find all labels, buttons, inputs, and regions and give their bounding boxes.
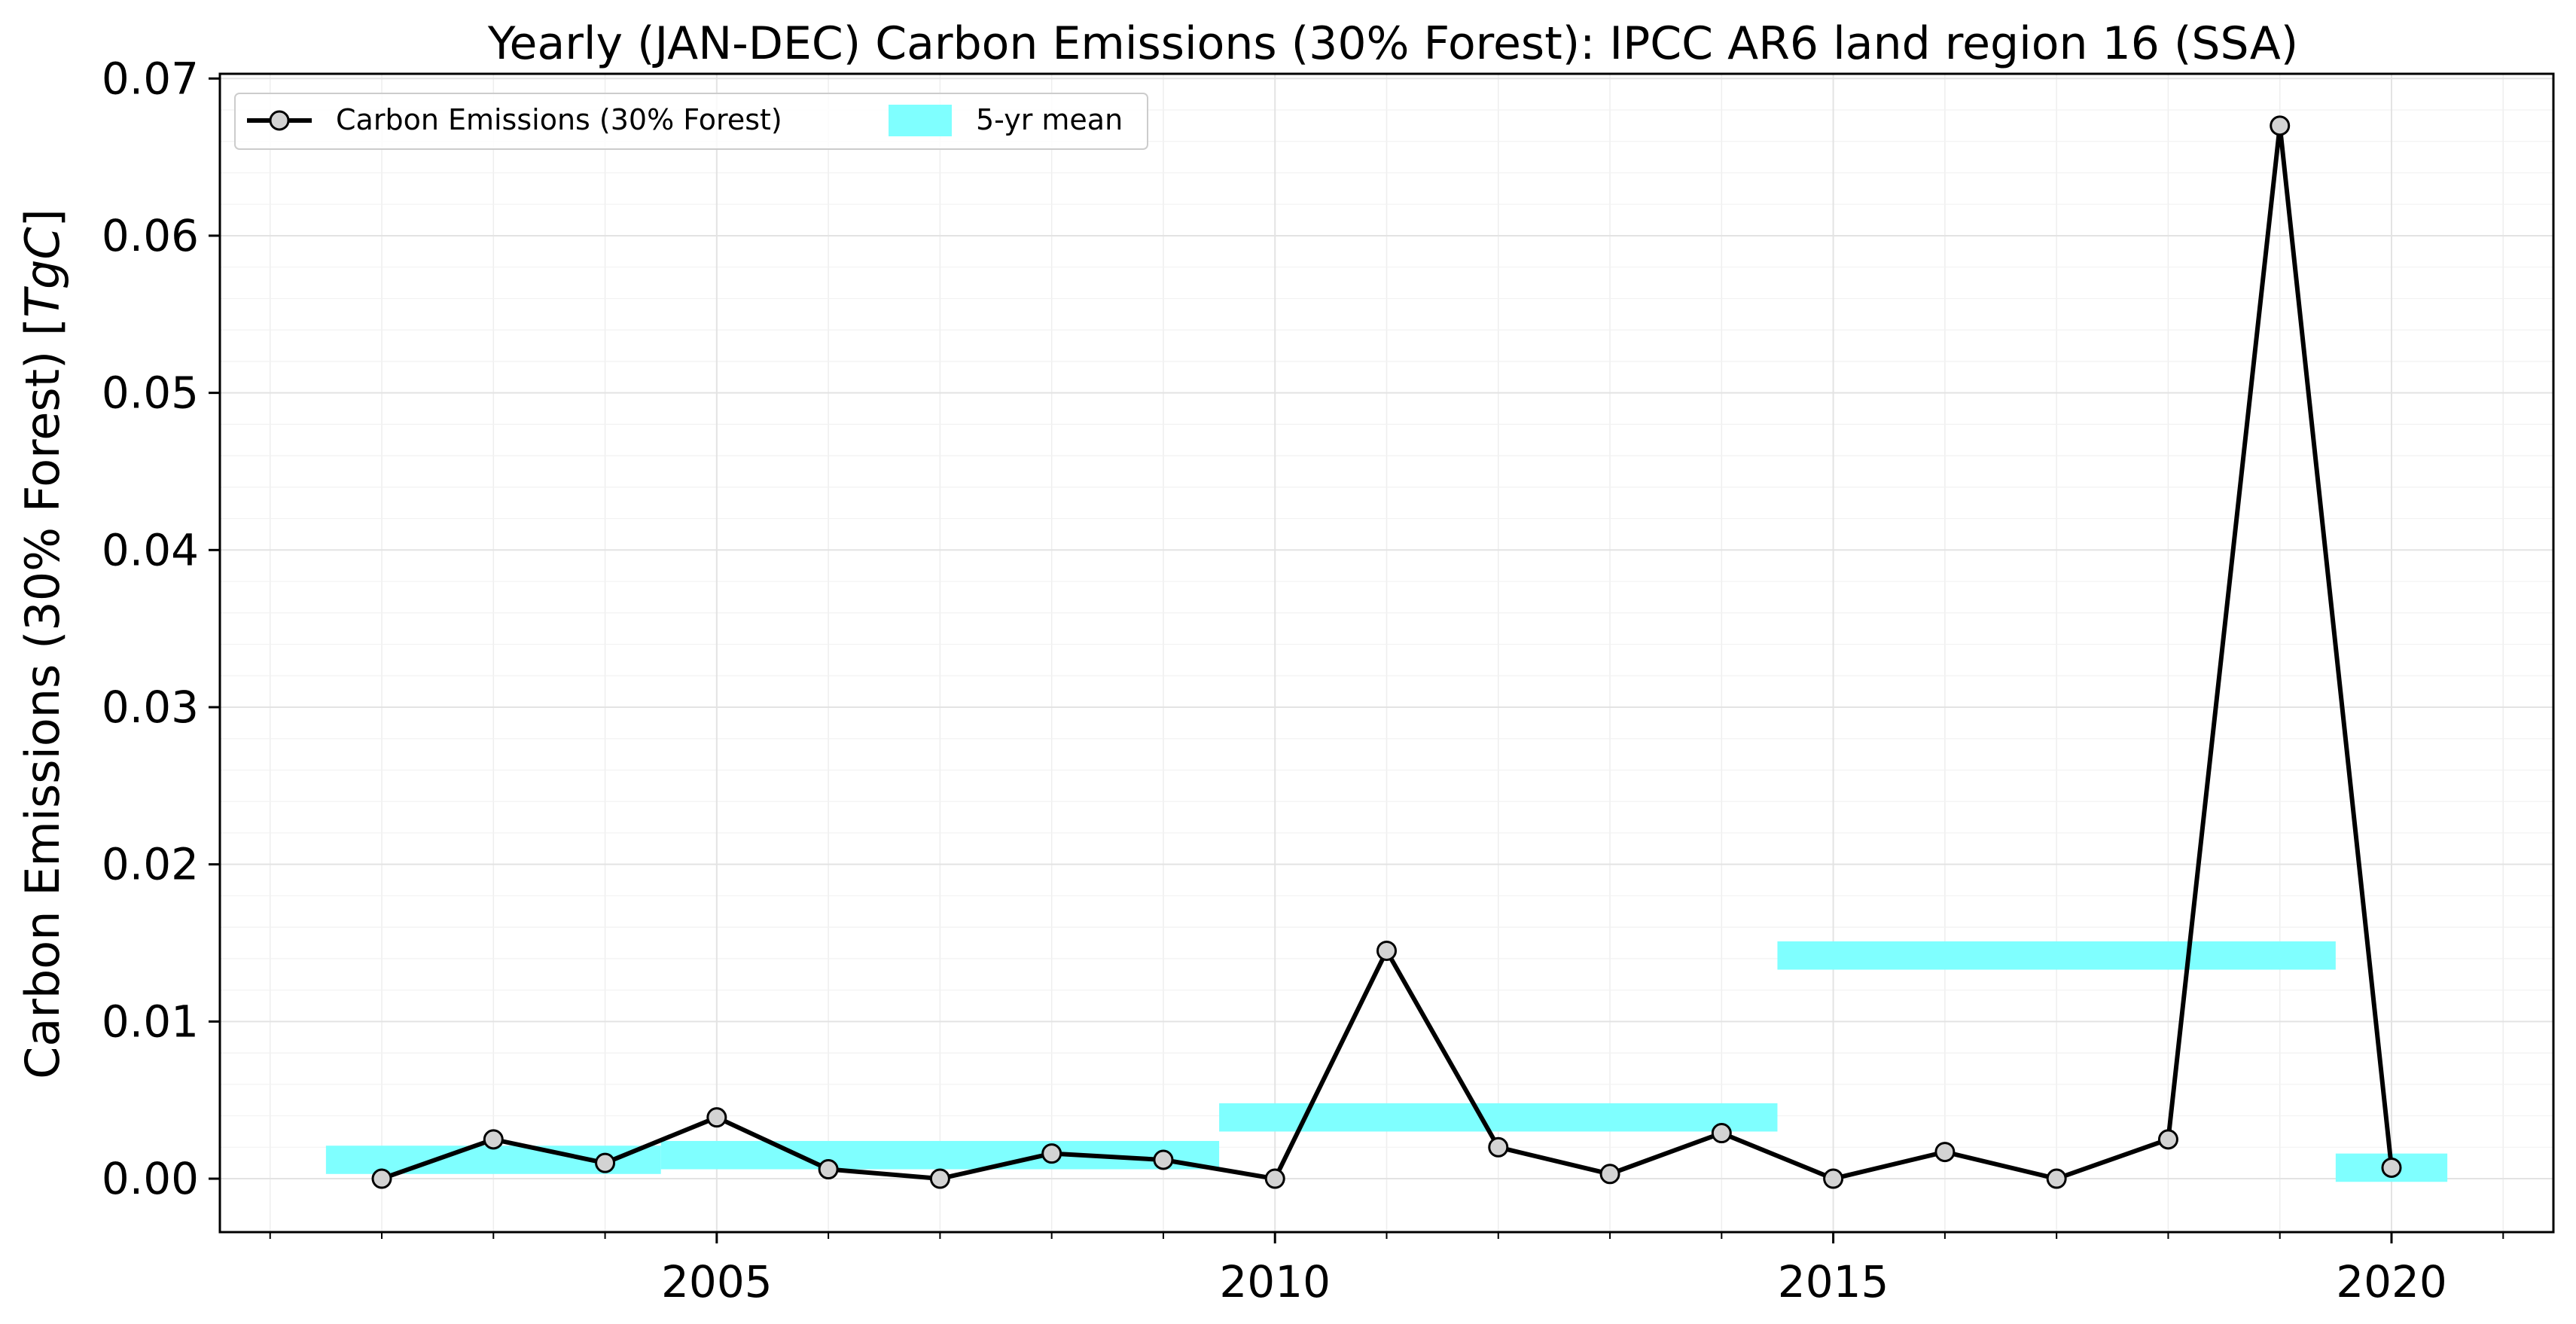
- emissions-point: [1264, 1168, 1285, 1189]
- chart-title: Yearly (JAN-DEC) Carbon Emissions (30% F…: [487, 17, 2298, 70]
- grid: [220, 74, 2553, 1232]
- emissions-point: [1599, 1164, 1620, 1185]
- emissions-point: [2270, 115, 2291, 136]
- emissions-point: [2046, 1168, 2067, 1189]
- y-tick-label: 0.04: [102, 524, 199, 575]
- legend-label-emissions: Carbon Emissions (30% Forest): [336, 103, 782, 136]
- emissions-point: [2157, 1129, 2178, 1150]
- five-year-mean-band: [1219, 1103, 1778, 1132]
- legend-band-swatch: [889, 105, 952, 136]
- emissions-series: [371, 115, 2402, 1189]
- emissions-point: [1488, 1136, 1509, 1158]
- emissions-point: [1153, 1149, 1174, 1170]
- y-tick-label: 0.02: [102, 839, 199, 890]
- emissions-point: [483, 1129, 504, 1150]
- y-axis-label-close: ]: [15, 209, 70, 227]
- y-tick-label: 0.07: [102, 53, 199, 104]
- y-tick-label: 0.03: [102, 682, 199, 733]
- emissions-point: [1711, 1123, 1732, 1144]
- y-tick-label: 0.00: [102, 1153, 199, 1204]
- emissions-point: [929, 1168, 950, 1189]
- emissions-point: [595, 1152, 616, 1173]
- x-tick-label: 2020: [2336, 1256, 2447, 1307]
- y-tick-label: 0.01: [102, 996, 199, 1047]
- y-tick-label: 0.06: [102, 210, 199, 261]
- five-year-mean-band: [660, 1140, 1220, 1170]
- legend-marker-swatch: [269, 110, 290, 131]
- emissions-point: [706, 1107, 727, 1128]
- axis-ticks: 0.00 0.01 0.02 0.03 0.04 0.05 0.06 0.07 2005 2010…: [102, 53, 2504, 1307]
- emissions-point: [1376, 940, 1397, 961]
- y-axis-label-unit: TgC: [15, 227, 70, 318]
- y-tick-label: 0.05: [102, 368, 199, 419]
- five-year-mean-band: [1777, 941, 2336, 970]
- x-tick-label: 2010: [1219, 1256, 1331, 1307]
- emissions-point: [1041, 1143, 1062, 1164]
- emissions-point: [2381, 1157, 2402, 1178]
- y-axis-label-text: Carbon Emissions (30% Forest) [: [15, 318, 70, 1079]
- emissions-point: [818, 1159, 839, 1180]
- x-tick-label: 2005: [661, 1256, 773, 1307]
- emissions-point: [1823, 1168, 1844, 1189]
- legend-label-five-year-mean: 5-yr mean: [976, 103, 1123, 136]
- emissions-point: [371, 1168, 392, 1189]
- emissions-point: [1934, 1142, 1956, 1163]
- y-axis-label: Carbon Emissions (30% Forest) [TgC]: [15, 209, 70, 1079]
- legend: Carbon Emissions (30% Forest) 5-yr mean: [234, 93, 1148, 150]
- x-tick-label: 2015: [1778, 1256, 1889, 1307]
